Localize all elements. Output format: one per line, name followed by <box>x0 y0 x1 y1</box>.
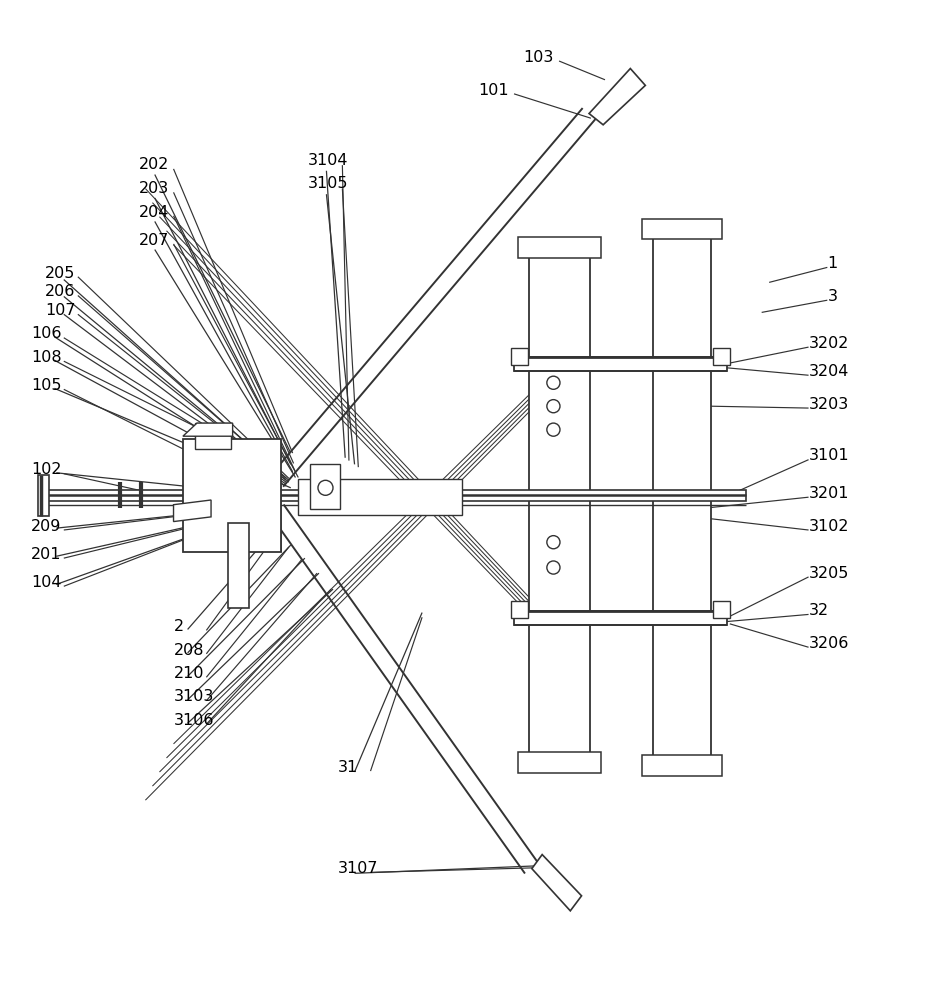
Text: 106: 106 <box>31 326 62 341</box>
Text: 2: 2 <box>174 619 184 634</box>
Bar <box>642 755 722 776</box>
Bar <box>518 752 601 773</box>
Text: 3107: 3107 <box>338 861 378 876</box>
Bar <box>195 423 231 449</box>
Text: 32: 32 <box>809 603 828 618</box>
Bar <box>310 464 340 509</box>
Text: 102: 102 <box>31 462 62 477</box>
Text: 3105: 3105 <box>308 176 348 191</box>
Bar <box>653 235 711 759</box>
Bar <box>514 611 727 625</box>
Text: 107: 107 <box>45 303 76 318</box>
Bar <box>514 357 727 371</box>
Bar <box>298 479 462 515</box>
Text: 207: 207 <box>139 233 169 248</box>
Text: 3: 3 <box>827 289 838 304</box>
Text: 3203: 3203 <box>809 397 849 412</box>
Text: 108: 108 <box>31 350 62 365</box>
Text: 3101: 3101 <box>809 448 849 463</box>
Bar <box>228 523 249 608</box>
Bar <box>42 490 746 501</box>
Text: 3201: 3201 <box>809 486 849 501</box>
Text: 101: 101 <box>478 83 509 98</box>
Bar <box>38 475 49 516</box>
Bar <box>642 219 722 239</box>
Text: 3102: 3102 <box>809 519 849 534</box>
Bar <box>511 348 528 365</box>
Bar <box>511 601 528 618</box>
Polygon shape <box>532 855 582 911</box>
Text: 3204: 3204 <box>809 364 849 379</box>
Bar <box>183 439 281 552</box>
Text: 203: 203 <box>139 181 169 196</box>
Polygon shape <box>183 423 233 436</box>
Text: 202: 202 <box>139 157 169 172</box>
Text: 209: 209 <box>31 519 61 534</box>
Text: 3104: 3104 <box>308 153 348 168</box>
Polygon shape <box>174 500 211 522</box>
Bar <box>518 237 601 258</box>
Bar <box>529 254 590 756</box>
Text: 3103: 3103 <box>174 689 214 704</box>
Text: 204: 204 <box>139 205 169 220</box>
Text: 1: 1 <box>827 256 838 271</box>
Text: 201: 201 <box>31 547 62 562</box>
Bar <box>713 348 730 365</box>
Text: 208: 208 <box>174 643 204 658</box>
Polygon shape <box>589 69 645 125</box>
Text: 206: 206 <box>45 284 75 299</box>
Text: 3205: 3205 <box>809 566 849 581</box>
Text: 103: 103 <box>523 50 553 65</box>
Text: 104: 104 <box>31 575 62 590</box>
Text: 3206: 3206 <box>809 636 849 651</box>
Text: 205: 205 <box>45 266 75 281</box>
Text: 210: 210 <box>174 666 204 681</box>
Text: 105: 105 <box>31 378 62 393</box>
Text: 3202: 3202 <box>809 336 849 351</box>
Bar <box>713 601 730 618</box>
Text: 31: 31 <box>338 760 358 775</box>
Text: 3106: 3106 <box>174 713 214 728</box>
